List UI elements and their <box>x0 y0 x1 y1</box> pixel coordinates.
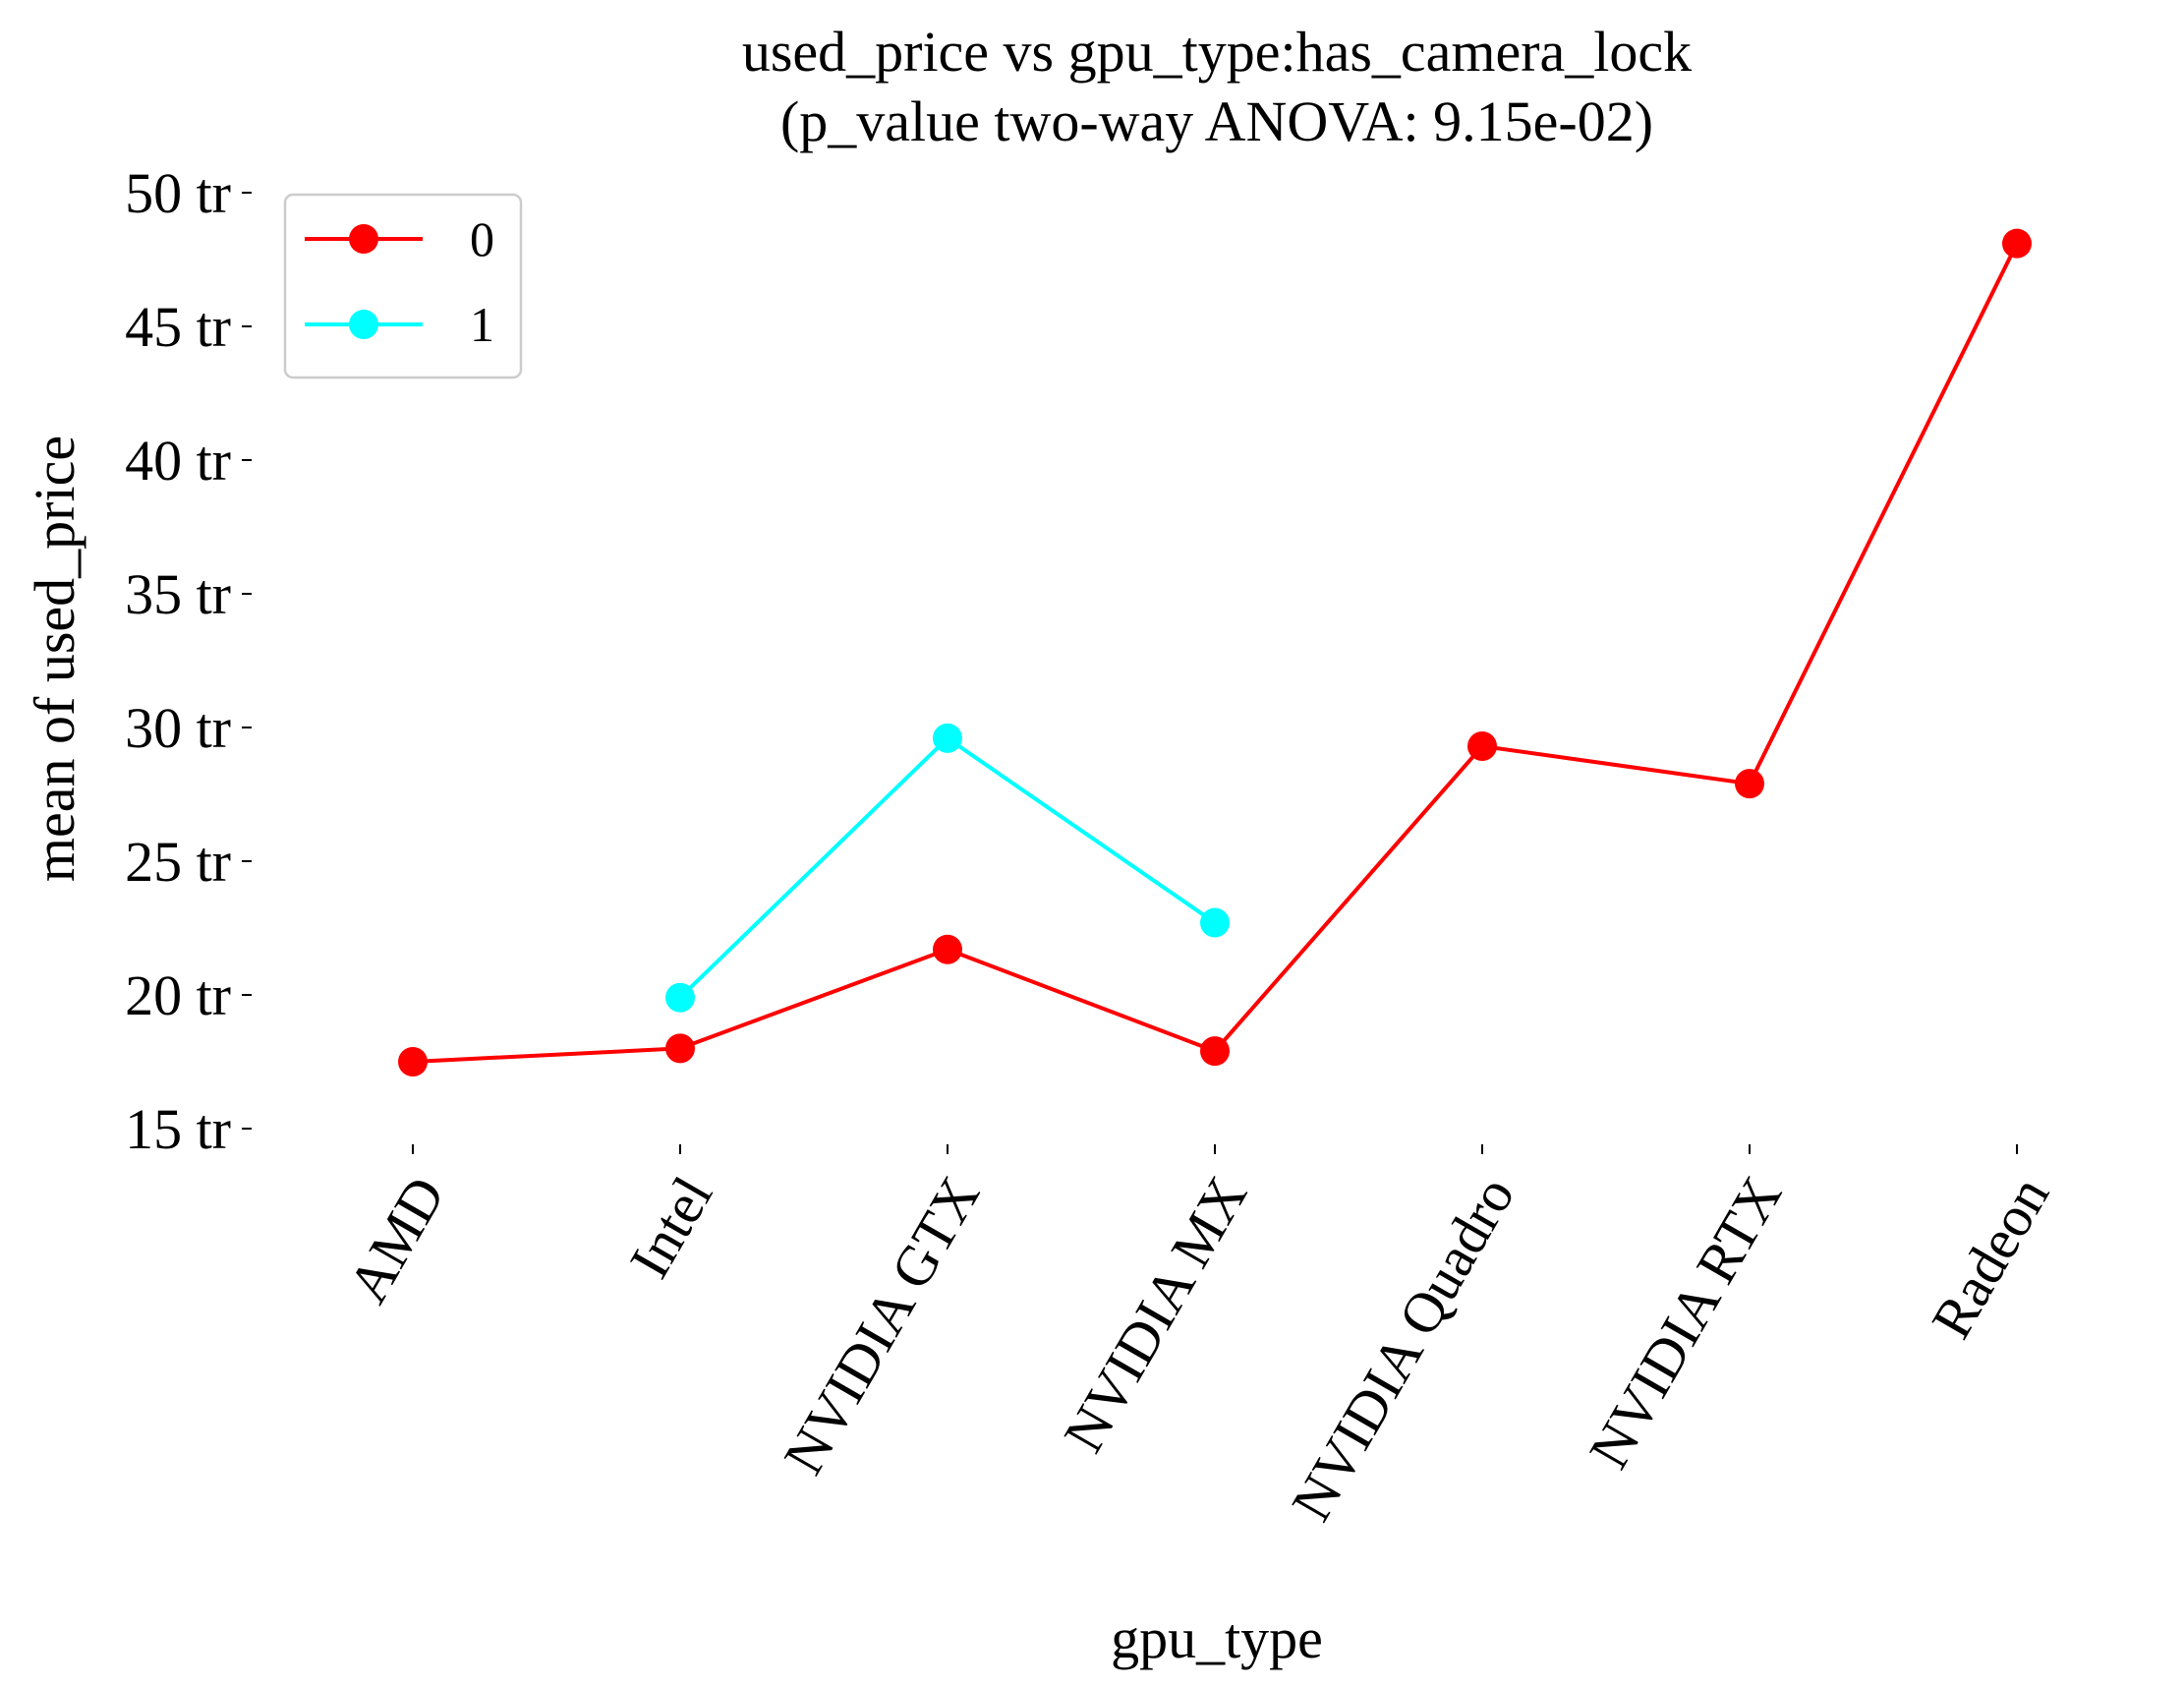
data-point <box>1467 731 1497 762</box>
y-tick-label: 40 tr <box>125 429 231 493</box>
y-tick-label: 30 tr <box>125 696 231 760</box>
data-point <box>933 934 962 964</box>
series-line <box>412 242 2019 1064</box>
x-tick-label: Radeon <box>1919 1166 2061 1349</box>
series-layer <box>398 228 2032 1077</box>
data-point <box>398 1047 428 1077</box>
y-tick-label: 20 tr <box>125 963 231 1027</box>
x-tick-label: NVIDIA GTX <box>772 1166 993 1484</box>
data-point <box>665 1033 695 1064</box>
series-0 <box>398 228 2032 1077</box>
x-tick-label: NVIDIA RTX <box>1577 1166 1794 1479</box>
y-axis: 15 tr 20 tr 25 tr 30 tr 35 tr 40 tr 45 tr 50 tr <box>125 161 252 1161</box>
x-axis-label: gpu_type <box>1111 1606 1323 1670</box>
legend-label: 0 <box>470 211 494 266</box>
data-point <box>1735 769 1764 799</box>
y-tick-label: 45 tr <box>125 295 231 359</box>
data-point <box>665 982 695 1013</box>
data-point <box>1200 1036 1230 1067</box>
legend: 01 <box>283 193 523 379</box>
data-point <box>2002 228 2032 259</box>
x-tick-label: NVIDIA Quadro <box>1279 1166 1526 1531</box>
x-tick-label: Intel <box>617 1166 724 1289</box>
legend-label: 1 <box>470 297 494 352</box>
legend-marker <box>349 310 378 339</box>
x-axis: AMD Intel NVIDIA GTX NVIDIA MX NVIDIA Quadro… <box>335 1144 2061 1531</box>
chart-title: used_price vs gpu_type:has_camera_lock <box>742 20 1692 84</box>
x-tick-label: AMD <box>335 1166 457 1313</box>
y-axis-label: mean of used_price <box>23 436 86 882</box>
legend-marker <box>349 224 378 254</box>
y-tick-label: 50 tr <box>125 161 231 225</box>
chart-subtitle: (p_value two-way ANOVA: 9.15e-02) <box>780 89 1653 153</box>
y-tick-label: 35 tr <box>125 562 231 626</box>
series-1 <box>665 723 1230 1013</box>
y-tick-label: 15 tr <box>125 1097 231 1161</box>
data-point <box>1200 907 1230 938</box>
x-tick-label: NVIDIA MX <box>1051 1166 1259 1463</box>
data-point <box>933 723 962 753</box>
y-tick-label: 25 tr <box>125 830 231 894</box>
